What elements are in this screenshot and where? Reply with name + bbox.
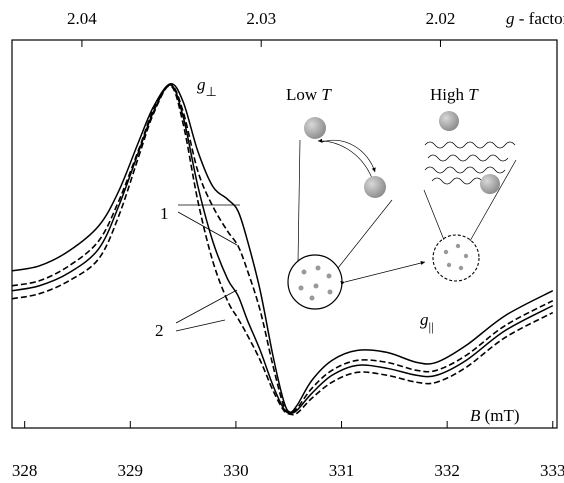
curves: [11, 83, 554, 416]
spectrum-line: [11, 83, 554, 414]
x2-axis-label: g - factor: [506, 9, 564, 28]
axes: 328 329 330 331 332 333 2.04 2.03 2.02: [12, 9, 564, 480]
plot-frame: [11, 39, 558, 429]
spectrum-line: [11, 83, 554, 413]
spectrum-line: [11, 84, 554, 414]
x-tick-label: 330: [223, 461, 249, 480]
curve-label: 1: [160, 204, 169, 223]
g-perp-label: g⊥: [197, 75, 217, 99]
g-par-label: g||: [420, 310, 434, 334]
pointer-lines: [175, 204, 240, 332]
x-tick-label: 329: [118, 461, 144, 480]
curve-label: 2: [155, 321, 164, 340]
x2-tick-label: 2.03: [246, 9, 276, 28]
high-t-label: High T: [430, 85, 479, 104]
illustration: [287, 111, 517, 310]
x-axis-label: B (mT): [470, 406, 520, 425]
x-tick-label: 333: [540, 461, 564, 480]
x-tick-label: 328: [12, 461, 38, 480]
x-tick-label: 331: [329, 461, 355, 480]
x-tick-label: 332: [434, 461, 460, 480]
x2-tick-label: 2.04: [67, 9, 97, 28]
x2-tick-label: 2.02: [426, 9, 456, 28]
low-t-label: Low T: [286, 85, 332, 104]
spectrum-line: [11, 84, 554, 416]
